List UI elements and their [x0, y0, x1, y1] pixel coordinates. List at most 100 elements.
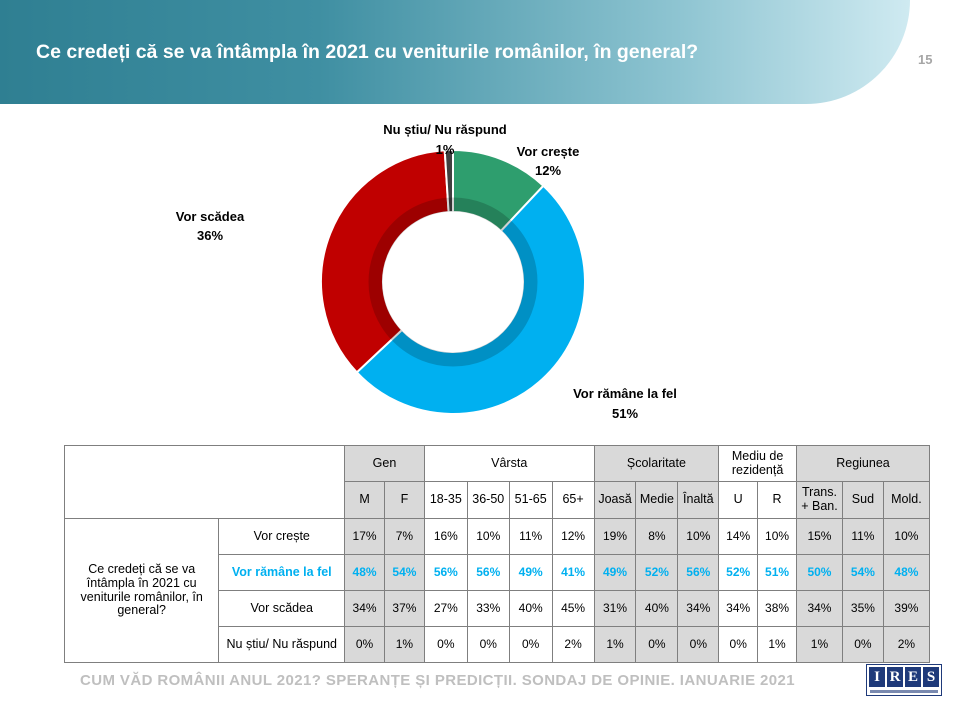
table-cell: 17% [344, 518, 385, 555]
table-cell: 27% [423, 590, 468, 627]
column-header-11: Trans. + Ban. [795, 481, 843, 519]
table-cell: 31% [593, 590, 637, 627]
table-cell: 16% [423, 518, 468, 555]
table-cell: 0% [718, 626, 759, 663]
table-cell: 8% [635, 518, 679, 555]
table-cell: 0% [508, 626, 553, 663]
donut-slice-3 [443, 148, 454, 214]
group-scolaritate: Școlaritate [593, 445, 720, 482]
slice-label-1: Vor rămâne la fel [573, 386, 677, 401]
table-cell: 15% [795, 518, 843, 555]
table-cell: 45% [551, 590, 595, 627]
table-cell: 50% [795, 554, 843, 591]
column-header-10: R [757, 481, 797, 519]
table-cell: 1% [795, 626, 843, 663]
table-cell: 35% [841, 590, 884, 627]
table-cell: 34% [677, 590, 720, 627]
table-cell: 37% [383, 590, 425, 627]
logo-letter-2: E [905, 667, 921, 687]
logo-letter-3: S [923, 667, 939, 687]
table-cell: 0% [344, 626, 385, 663]
table-cell: 34% [795, 590, 843, 627]
table-cell: 33% [466, 590, 510, 627]
table-cell: 38% [757, 590, 797, 627]
group-mediu: Mediu de rezidență [718, 445, 797, 482]
table-cell: 51% [757, 554, 797, 591]
table-cell: 0% [841, 626, 884, 663]
table-row: Ce credeți că se va întâmpla în 2021 cu … [63, 518, 931, 663]
table-cell: 14% [718, 518, 759, 555]
column-header-3: 36-50 [466, 481, 510, 519]
table-cell: 0% [466, 626, 510, 663]
slice-value-2: 36% [197, 228, 223, 243]
table-cell: 56% [677, 554, 720, 591]
page-number: 15 [918, 52, 933, 67]
answer-label: Nu știu/ Nu răspund [218, 626, 346, 663]
column-header-9: U [718, 481, 759, 519]
column-header-13: Mold. [882, 481, 931, 519]
table-row: Nu știu/ Nu răspund 0% 1% 0% 0% 0% 2% 1% 0% 0% 0% 1… [65, 626, 931, 663]
table-cell: 41% [551, 554, 595, 591]
table-cell: 48% [882, 554, 931, 591]
table-cell: 10% [882, 518, 931, 555]
column-header-0: M [344, 481, 385, 519]
column-header-2: 18-35 [423, 481, 468, 519]
table-cell: 10% [466, 518, 510, 555]
column-header-12: Sud [841, 481, 884, 519]
table-cell: 12% [551, 518, 595, 555]
table-cell: 19% [593, 518, 637, 555]
slice-value-0: 12% [535, 163, 561, 178]
table-cell: 1% [757, 626, 797, 663]
table-cell: 52% [635, 554, 679, 591]
donut-slices [320, 148, 586, 415]
column-header-8: Înaltă [677, 481, 720, 519]
table-cell: 1% [383, 626, 425, 663]
table-corner-cell [63, 445, 346, 519]
page-title: Ce credeți că se va întâmpla în 2021 cu … [36, 41, 699, 63]
donut-labels: Vor crește 12% Vor rămâne la fel 51% Vor scă… [176, 122, 677, 421]
header-band [0, 0, 910, 104]
group-regiunea: Regiunea [795, 445, 931, 482]
slice-value-1: 51% [612, 406, 638, 421]
table-cell: 11% [508, 518, 553, 555]
column-header-5: 65+ [551, 481, 595, 519]
table-cell: 11% [841, 518, 884, 555]
table-column-header-row: M F 18-35 36-50 51-65 65+ Joasă Medie Înaltă U R Tr… [65, 481, 931, 519]
table-cell: 54% [841, 554, 884, 591]
table-cell: 34% [718, 590, 759, 627]
slice-label-3: Nu știu/ Nu răspund [383, 122, 507, 137]
logo-underline [870, 690, 938, 693]
table-cell: 10% [677, 518, 720, 555]
answer-label: Vor scădea [218, 590, 346, 627]
table-cell: 10% [757, 518, 797, 555]
table-cell: 56% [466, 554, 510, 591]
donut-chart: Vor crește 12% Vor rămâne la fel 51% Vor scă… [176, 122, 677, 421]
answer-label: Vor crește [218, 518, 346, 555]
table-group-header-row: Gen Vârsta Școlaritate Mediu de rezidenț… [63, 445, 931, 519]
table-cell: 52% [718, 554, 759, 591]
table-cell: 0% [677, 626, 720, 663]
column-header-4: 51-65 [508, 481, 553, 519]
donut-slice-2 [320, 149, 450, 374]
slice-label-2: Vor scădea [176, 209, 245, 224]
table-cell: 2% [551, 626, 595, 663]
table-cell: 2% [882, 626, 931, 663]
slice-label-0: Vor crește [517, 144, 580, 159]
footer-text: CUM VĂD ROMÂNII ANUL 2021? SPERANȚE ȘI P… [80, 672, 796, 689]
slice-value-3: 1% [436, 142, 455, 157]
column-header-6: Joasă [593, 481, 637, 519]
table-cell: 0% [635, 626, 679, 663]
question-cell: Ce credeți că se va întâmpla în 2021 cu … [63, 518, 220, 663]
answer-label: Vor rămâne la fel [218, 554, 346, 591]
group-gen: Gen [344, 445, 425, 482]
logo-letter-0: I [869, 667, 885, 687]
table-cell: 34% [344, 590, 385, 627]
table-cell: 49% [508, 554, 553, 591]
table-cell: 40% [508, 590, 553, 627]
table-cell: 7% [383, 518, 425, 555]
column-header-7: Medie [635, 481, 679, 519]
table-cell: 1% [593, 626, 637, 663]
column-header-1: F [383, 481, 425, 519]
table-cell: 0% [423, 626, 468, 663]
